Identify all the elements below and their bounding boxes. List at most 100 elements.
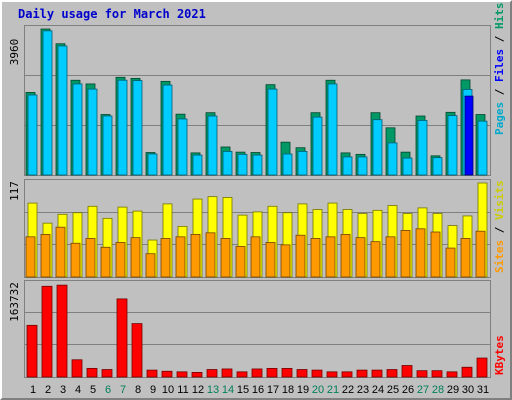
- kbytes-bar: [161, 370, 173, 378]
- bottom-panel-frame: [24, 280, 491, 378]
- kbytes-bar: [356, 369, 368, 378]
- bottom-ymax-label: 163732: [8, 282, 21, 322]
- kbytes-bar: [41, 285, 53, 378]
- day-label: 11: [177, 384, 188, 396]
- legend-files: Files: [493, 49, 506, 82]
- kbytes-bar: [26, 324, 38, 378]
- bottom-legend: KBytes: [493, 335, 506, 375]
- day-label: 31: [477, 384, 489, 396]
- files-bar: [327, 83, 338, 176]
- files-bar: [27, 94, 38, 176]
- sites-bar: [160, 238, 171, 278]
- files-bar: [57, 45, 68, 176]
- legend-sites: Sites: [493, 240, 506, 273]
- day-label: 5: [90, 384, 96, 396]
- day-label: 1: [30, 384, 36, 396]
- files-bar: [432, 157, 443, 176]
- sites-bar: [385, 236, 396, 278]
- sites-bar: [190, 234, 201, 278]
- day-label: 27: [417, 384, 429, 396]
- files-bar: [207, 115, 218, 176]
- sites-bar: [370, 241, 381, 278]
- day-label: 25: [387, 384, 399, 396]
- sites-bar: [295, 234, 306, 278]
- day-label: 3: [60, 384, 66, 396]
- kbytes-bar: [101, 369, 113, 378]
- sites-bar: [250, 236, 261, 278]
- legend-kbytes: KBytes: [493, 335, 506, 375]
- day-label: 7: [120, 384, 126, 396]
- sites-bar: [70, 242, 81, 278]
- sites-bar: [55, 226, 66, 278]
- day-label: 8: [135, 384, 141, 396]
- legend-sep-2: /: [493, 35, 506, 42]
- chart-bars: [25, 28, 488, 378]
- kbytes-bar: [341, 371, 353, 378]
- files-bar: [297, 151, 308, 176]
- day-label: 21: [327, 384, 339, 396]
- files-bar: [417, 120, 428, 176]
- sites-bar: [445, 247, 456, 278]
- sites-bar: [355, 237, 366, 278]
- sites-bar: [265, 242, 276, 278]
- kbytes-bar: [191, 372, 203, 378]
- sites-bar: [340, 234, 351, 278]
- kbytes-bar: [371, 369, 383, 378]
- sites-bar: [85, 238, 96, 278]
- files-bar: [477, 120, 488, 176]
- day-label: 10: [162, 384, 174, 396]
- kbytes-bar: [266, 367, 278, 378]
- files-bar: [252, 154, 263, 176]
- files-bar: [72, 83, 83, 176]
- kbytes-bar: [281, 367, 293, 378]
- top-legend: Pages / Files / Hits: [493, 3, 506, 136]
- sites-bar: [25, 236, 36, 278]
- files-bar: [282, 153, 293, 176]
- day-label: 16: [252, 384, 264, 396]
- files-bar: [447, 115, 458, 176]
- files-bar: [117, 79, 128, 176]
- day-label: 2: [45, 384, 51, 396]
- day-label: 13: [207, 384, 219, 396]
- day-label: 20: [312, 384, 324, 396]
- sites-bar: [175, 236, 186, 278]
- files-bar: [192, 154, 203, 176]
- files-bar: [42, 30, 53, 176]
- files-bar: [132, 80, 143, 176]
- kbytes-bar: [386, 369, 398, 378]
- sites-bar: [145, 253, 156, 278]
- files-bar: [162, 84, 173, 176]
- legend-sep-1: /: [493, 88, 506, 95]
- sites-bar: [220, 238, 231, 278]
- files-bar: [342, 156, 353, 176]
- sites-bar: [115, 242, 126, 278]
- kbytes-bar: [446, 371, 458, 378]
- legend-hits: Hits: [493, 3, 506, 30]
- sites-bar: [235, 246, 246, 278]
- day-labels: 1 2 3 4 5 6 7 8 9 10 11 12 13 14 15 16 17 18 19 20 21 22 23 24 2…: [30, 384, 489, 396]
- legend-pages: Pages: [493, 102, 506, 135]
- kbytes-bar: [146, 369, 158, 378]
- sites-bar: [205, 232, 216, 278]
- files-bar: [177, 118, 188, 176]
- day-label: 28: [432, 384, 444, 396]
- files-bar: [222, 151, 233, 176]
- day-label: 17: [267, 384, 279, 396]
- kbytes-bar: [86, 367, 98, 378]
- kbytes-bar: [116, 298, 128, 378]
- kbytes-bar: [71, 359, 83, 378]
- kbytes-bar: [176, 371, 188, 378]
- day-label: 26: [402, 384, 414, 396]
- kbytes-bar: [476, 357, 488, 378]
- files-bar: [387, 142, 398, 176]
- legend-sep-3: /: [493, 226, 506, 233]
- bottom-panel-grid: [25, 312, 490, 345]
- files-bar: [312, 116, 323, 176]
- day-label: 18: [282, 384, 294, 396]
- files-bar: [402, 157, 413, 176]
- day-label: 24: [372, 384, 384, 396]
- files-bar: [237, 153, 248, 176]
- kbytes-bar: [431, 370, 443, 378]
- sites-bar: [430, 231, 441, 278]
